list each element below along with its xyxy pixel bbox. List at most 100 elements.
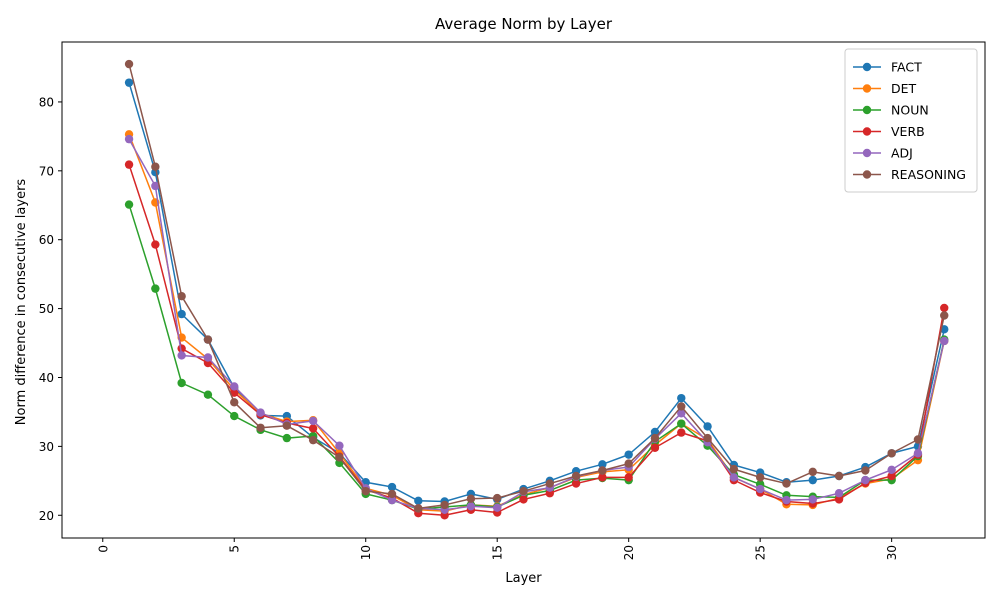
data-point-reasoning-23	[703, 433, 712, 443]
data-point-noun-4	[203, 390, 213, 399]
x-tick-label-30: 30	[885, 545, 899, 560]
data-point-verb-32	[940, 303, 949, 313]
data-point-adj-26	[782, 495, 791, 505]
y-tick-label-50: 50	[39, 302, 54, 316]
data-point-fact-12	[414, 496, 423, 505]
data-point-reasoning-22	[677, 402, 686, 411]
x-tick-label-10: 10	[359, 545, 373, 560]
data-point-fact-20	[624, 450, 633, 459]
data-point-adj-9	[335, 441, 344, 450]
data-point-adj-25	[755, 484, 765, 494]
legend-item-adj: ADJ	[853, 146, 913, 161]
data-point-reasoning-2	[151, 162, 160, 171]
legend-label-fact: FACT	[891, 60, 922, 75]
data-point-fact-22	[677, 393, 686, 403]
chart-title: Average Norm by Layer	[435, 15, 613, 33]
data-point-adj-1	[124, 134, 134, 144]
x-axis-label: Layer	[505, 571, 542, 586]
data-point-verb-22	[677, 428, 686, 437]
data-point-reasoning-16	[519, 486, 528, 496]
data-point-verb-21	[650, 443, 660, 452]
y-tick-label-80: 80	[39, 95, 54, 109]
data-point-reasoning-12	[414, 504, 423, 513]
data-point-reasoning-15	[493, 493, 502, 503]
data-point-adj-5	[230, 382, 239, 391]
data-point-adj-27	[808, 495, 817, 504]
data-point-fact-19	[598, 460, 607, 469]
data-point-adj-30	[887, 465, 896, 474]
data-point-fact-1	[124, 78, 134, 87]
data-point-reasoning-18	[571, 471, 581, 481]
x-tick-label-15: 15	[491, 545, 505, 560]
data-point-verb-18	[571, 479, 581, 488]
data-point-adj-6	[256, 408, 265, 417]
data-point-reasoning-10	[361, 486, 370, 496]
data-point-adj-8	[308, 416, 318, 426]
legend-marker-reasoning	[862, 170, 872, 179]
data-point-reasoning-26	[782, 479, 791, 488]
y-tick-label-20: 20	[39, 509, 54, 523]
data-point-reasoning-11	[387, 489, 397, 499]
data-point-reasoning-5	[230, 398, 239, 407]
data-point-noun-22	[677, 419, 686, 428]
data-point-reasoning-8	[308, 435, 318, 445]
legend: FACT DET NOUN VERB ADJ REASONING	[844, 48, 978, 193]
data-point-reasoning-13	[440, 500, 449, 510]
data-point-verb-2	[151, 240, 160, 249]
legend-marker-fact	[862, 62, 872, 72]
data-point-verb-16	[519, 495, 528, 504]
data-point-verb-20	[624, 473, 633, 482]
data-point-fact-21	[650, 427, 660, 437]
data-point-reasoning-24	[729, 464, 739, 474]
series-reasoning	[124, 59, 949, 513]
legend-label-verb: VERB	[891, 124, 925, 139]
legend-item-det: DET	[853, 81, 917, 96]
data-point-fact-11	[387, 482, 397, 492]
data-point-reasoning-28	[834, 471, 844, 481]
x-tick-label-5: 5	[228, 545, 242, 553]
series-line-verb	[128, 164, 945, 517]
data-point-reasoning-7	[282, 421, 292, 430]
data-point-adj-29	[861, 475, 870, 485]
data-point-reasoning-32	[940, 311, 949, 320]
series-line-reasoning	[128, 63, 945, 510]
y-tick-label-40: 40	[39, 371, 54, 385]
data-point-reasoning-27	[808, 467, 817, 477]
data-point-reasoning-4	[203, 335, 213, 344]
data-point-verb-5	[230, 388, 239, 397]
legend-marker-noun	[862, 105, 872, 115]
legend-item-noun: NOUN	[853, 103, 929, 118]
data-point-reasoning-31	[913, 435, 923, 444]
data-point-reasoning-6	[256, 423, 265, 432]
legend-label-adj: ADJ	[891, 146, 913, 161]
legend-item-verb: VERB	[853, 124, 925, 139]
y-axis-label: Norm difference in consecutive layers	[14, 179, 29, 426]
data-point-reasoning-21	[650, 433, 660, 443]
data-point-verb-19	[598, 473, 607, 482]
legend-marker-adj	[862, 148, 872, 158]
data-point-fact-23	[703, 422, 712, 431]
data-point-adj-32	[940, 336, 949, 346]
data-point-verb-1	[124, 160, 134, 169]
x-tick-label-25: 25	[754, 545, 768, 560]
data-point-adj-3	[177, 351, 186, 360]
legend-label-noun: NOUN	[891, 103, 929, 118]
legend-item-fact: FACT	[853, 60, 922, 75]
data-point-noun-3	[177, 378, 186, 388]
data-point-noun-1	[124, 200, 134, 209]
data-point-noun-7	[282, 433, 292, 443]
y-tick-label-70: 70	[39, 164, 54, 178]
data-point-noun-2	[151, 284, 160, 293]
data-point-reasoning-3	[177, 292, 186, 301]
data-point-reasoning-14	[466, 494, 476, 503]
series-line-noun	[128, 204, 945, 510]
series-line-adj	[128, 138, 945, 511]
legend-marker-verb	[862, 127, 872, 136]
legend-marker-det	[862, 84, 872, 93]
legend-box	[844, 48, 978, 193]
data-point-adj-31	[913, 449, 923, 458]
data-point-reasoning-17	[545, 479, 554, 488]
data-point-verb-30	[887, 471, 896, 481]
data-point-reasoning-30	[887, 449, 896, 458]
